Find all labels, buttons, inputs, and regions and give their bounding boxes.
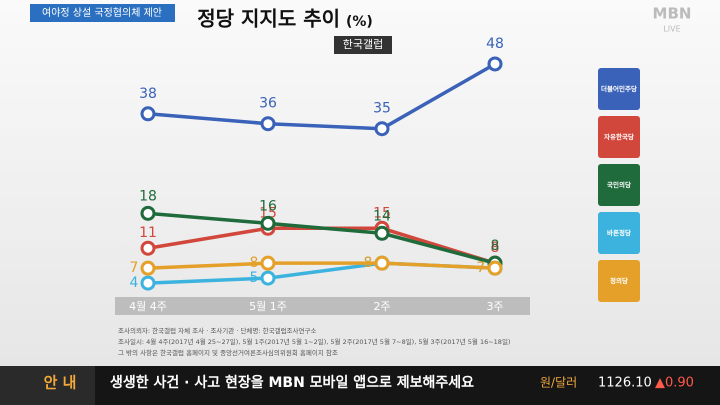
point [260, 215, 276, 231]
legend-label: 더불어민주당 [601, 84, 637, 93]
fx-label: 원/달러 [540, 376, 577, 390]
point [140, 106, 156, 122]
ticker-text: 생생한 사건 · 사고 현장을 MBN 모바일 앱으로 제보해주세요 [110, 374, 474, 391]
tag-box [30, 4, 175, 22]
point [140, 240, 156, 256]
value-label: 48 [486, 36, 504, 52]
legend-swatch [598, 68, 640, 110]
point [260, 270, 276, 286]
series-line [147, 261, 496, 270]
legend-swatch [598, 212, 640, 254]
tag: 여야정 상설 국정협의체 제안 [42, 6, 162, 19]
ticker-label: 안 내 [44, 374, 77, 392]
x-tick-label: 3주 [486, 300, 503, 313]
value-label: 14 [373, 208, 391, 224]
ticker-label-box [0, 366, 95, 405]
value-label: 15 [373, 205, 391, 221]
legend-label: 정의당 [610, 276, 628, 285]
legend-label: 국민의당 [607, 180, 631, 189]
legend-swatch [598, 260, 640, 302]
source-box [334, 36, 392, 54]
legend-swatch [598, 116, 640, 158]
category-band [115, 297, 530, 315]
value-label: 11 [139, 225, 157, 241]
fx-change: ▲0.90 [655, 376, 694, 391]
point [260, 255, 276, 271]
fx-value: 1126.10 [598, 376, 652, 391]
ticker-bar [0, 366, 720, 405]
footnote: 조사의뢰자: 한국갤럽 자체 조사 · 조사기관 · 단체명: 한국갤럽조사연구… [118, 326, 316, 335]
series-line [147, 62, 496, 131]
unit: (%) [346, 14, 373, 30]
legend-swatch [598, 164, 640, 206]
point [487, 56, 503, 72]
legend-label: 자유한국당 [604, 132, 634, 141]
x-tick-label: 2주 [373, 300, 390, 313]
footnote: 그 밖의 사항은 한국갤럽 홈페이지 및 중앙선거여론조사심의위원회 홈페이지 … [118, 348, 338, 357]
point [374, 225, 390, 241]
value-label: 8 [250, 255, 259, 271]
chart-title: 정당 지지도 추이 [197, 7, 340, 31]
logo-live: LIVE [663, 25, 680, 34]
value-label: 7 [477, 260, 486, 276]
value-label: 8 [491, 238, 500, 254]
point [260, 116, 276, 132]
source: 한국갤럽 [343, 37, 383, 51]
x-tick-label: 5월 1주 [249, 300, 287, 313]
value-label: 8 [491, 240, 500, 256]
footnote: 조사일시: 4월 4주(2017년 4월 25~27일), 5월 1주(2017… [118, 337, 510, 346]
logo: MBN [653, 5, 692, 23]
point [487, 260, 503, 276]
series-line [147, 211, 496, 265]
value-label: 5 [250, 270, 259, 286]
value-label: 35 [373, 101, 391, 117]
value-label: 18 [139, 188, 157, 204]
point [140, 205, 156, 221]
point [140, 275, 156, 291]
x-tick-label: 4월 4주 [129, 300, 167, 313]
point [140, 260, 156, 276]
value-label: 4 [130, 275, 139, 291]
point [374, 255, 390, 271]
value-label: 38 [139, 86, 157, 102]
value-label: 36 [259, 96, 277, 112]
point [374, 121, 390, 137]
value-label: 7 [130, 260, 139, 276]
legend-label: 바른정당 [607, 228, 631, 237]
value-label: 8 [364, 255, 373, 271]
value-label: 16 [259, 198, 277, 214]
